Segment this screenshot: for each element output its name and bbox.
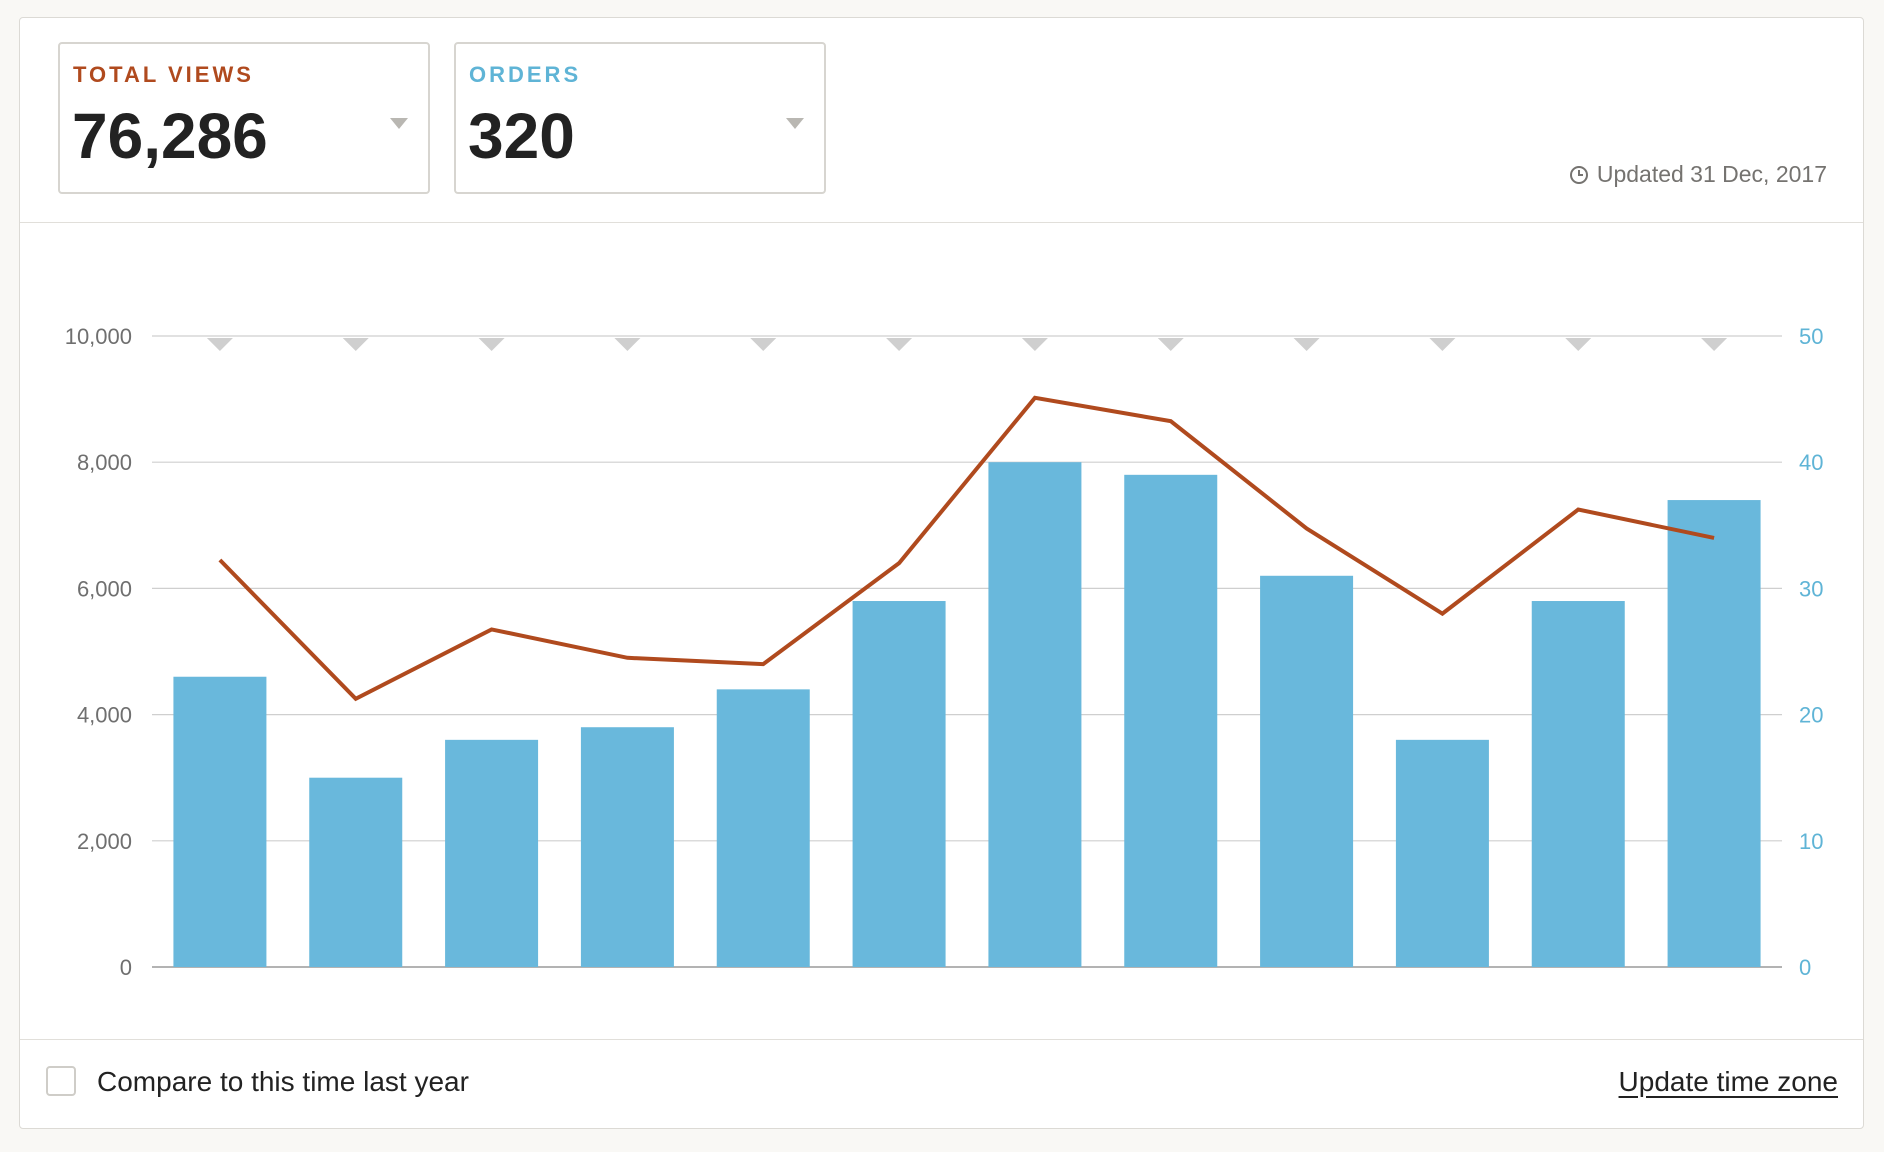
clock-icon xyxy=(1569,165,1588,184)
left-axis-tick-label: 4,000 xyxy=(77,703,132,728)
marker-icon xyxy=(342,338,369,351)
orders-label: ORDERS xyxy=(469,62,582,87)
bar xyxy=(309,777,403,967)
bar xyxy=(1531,601,1625,967)
marker-icon xyxy=(886,338,913,351)
orders-value: 320 xyxy=(468,100,575,172)
marker-icon xyxy=(478,338,505,351)
right-axis-tick-label: 20 xyxy=(1799,703,1823,728)
update-time-zone-link[interactable]: Update time zone xyxy=(1618,1066,1838,1097)
marker-icon xyxy=(206,338,233,351)
bar xyxy=(852,601,946,967)
bar xyxy=(1124,474,1218,967)
bar xyxy=(173,676,267,967)
updated-timestamp: Updated 31 Dec, 2017 xyxy=(1569,161,1827,188)
total-views-card[interactable]: TOTAL VIEWS 76,286 xyxy=(58,42,430,194)
chevron-down-icon[interactable] xyxy=(786,118,804,129)
stats-panel: TOTAL VIEWS 76,286 ORDERS 320 Updated 31… xyxy=(19,17,1864,1129)
stats-header: TOTAL VIEWS 76,286 ORDERS 320 Updated 31… xyxy=(20,18,1863,223)
left-axis-tick-label: 8,000 xyxy=(77,450,132,475)
chevron-down-icon[interactable] xyxy=(390,118,408,129)
bar xyxy=(1260,575,1354,967)
total-views-label: TOTAL VIEWS xyxy=(73,62,254,87)
right-axis-tick-label: 30 xyxy=(1799,576,1823,601)
bar xyxy=(445,739,539,967)
bar xyxy=(988,462,1082,967)
marker-icon xyxy=(1157,338,1184,351)
marker-icon xyxy=(1293,338,1320,351)
left-axis-tick-label: 6,000 xyxy=(77,576,132,601)
marker-icon xyxy=(1701,338,1728,351)
right-axis-tick-label: 50 xyxy=(1799,324,1823,349)
right-axis-tick-label: 40 xyxy=(1799,450,1823,475)
compare-label[interactable]: Compare to this time last year xyxy=(97,1066,469,1097)
left-axis-tick-label: 0 xyxy=(120,955,132,980)
views-line xyxy=(218,395,1715,702)
bar xyxy=(1667,500,1761,967)
bar xyxy=(1395,739,1489,967)
marker-icon xyxy=(1565,338,1592,351)
right-axis-tick-label: 10 xyxy=(1799,829,1823,854)
right-axis-tick-label: 0 xyxy=(1799,955,1811,980)
marker-icon xyxy=(1021,338,1048,351)
views-orders-chart: 0 0 2,000 10 4,000 20 6,000 30 8,000 40 10,000 50 xyxy=(20,223,1863,1057)
left-axis-tick-label: 10,000 xyxy=(65,324,132,349)
compare-checkbox[interactable] xyxy=(46,1066,76,1096)
marker-icon xyxy=(614,338,641,351)
chart-footer: Compare to this time last year Update ti… xyxy=(20,1039,1863,1128)
marker-icon xyxy=(750,338,777,351)
bar xyxy=(716,689,810,967)
total-views-value: 76,286 xyxy=(72,100,268,172)
updated-text: Updated 31 Dec, 2017 xyxy=(1596,161,1827,187)
bar xyxy=(580,727,674,967)
chart-svg: 0 0 2,000 10 4,000 20 6,000 30 8,000 40 10,000 50 xyxy=(65,324,1824,980)
left-axis-tick-label: 2,000 xyxy=(77,829,132,854)
orders-card[interactable]: ORDERS 320 xyxy=(454,42,826,194)
marker-icon xyxy=(1429,338,1456,351)
